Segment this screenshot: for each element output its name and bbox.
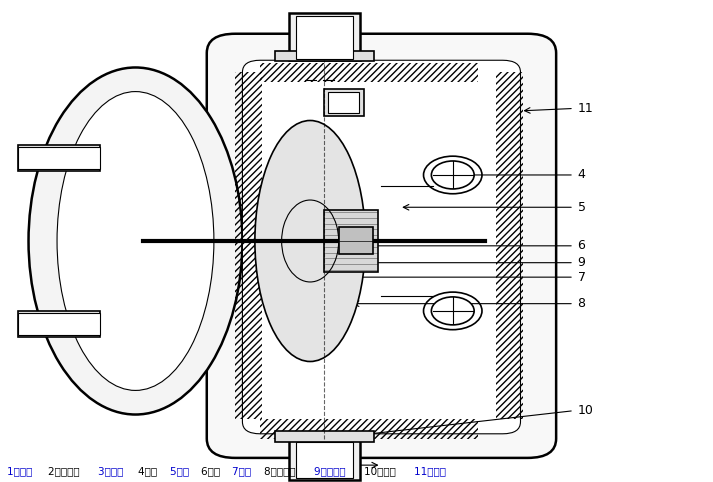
Bar	[289, 13, 360, 60]
Ellipse shape	[431, 161, 474, 189]
Text: 1进气口: 1进气口	[7, 467, 36, 476]
Bar	[289, 439, 360, 480]
Text: 9: 9	[578, 256, 585, 269]
Bar	[260, 419, 478, 439]
Bar	[275, 51, 374, 61]
FancyBboxPatch shape	[207, 34, 556, 458]
Text: 2配气阀体: 2配气阀体	[48, 467, 83, 476]
Text: 4: 4	[578, 169, 585, 181]
Bar	[18, 313, 100, 335]
Text: 10: 10	[578, 404, 593, 417]
Bar	[235, 72, 262, 419]
Text: 9中间支架: 9中间支架	[314, 467, 349, 476]
Text: 8连杆铜套: 8连杆铜套	[264, 467, 299, 476]
Text: 6: 6	[578, 240, 585, 252]
Text: 7: 7	[578, 271, 585, 283]
Bar	[18, 145, 100, 171]
FancyBboxPatch shape	[242, 60, 520, 434]
Text: 5球座: 5球座	[170, 467, 192, 476]
Bar	[296, 16, 353, 59]
Bar	[324, 210, 378, 272]
Ellipse shape	[255, 120, 365, 362]
Ellipse shape	[431, 297, 474, 325]
Bar	[18, 311, 100, 337]
Text: 6隔膜: 6隔膜	[201, 467, 223, 476]
Text: 8: 8	[578, 297, 585, 310]
Text: 4圆球: 4圆球	[138, 467, 160, 476]
Text: 7连杆: 7连杆	[232, 467, 255, 476]
Text: 11排气口: 11排气口	[414, 467, 448, 476]
Ellipse shape	[29, 67, 242, 415]
Text: 10泵进口: 10泵进口	[364, 467, 399, 476]
Bar	[18, 147, 100, 169]
Bar	[339, 227, 373, 254]
Text: 3配气阀: 3配气阀	[98, 467, 126, 476]
Bar	[328, 92, 359, 113]
Bar	[496, 72, 523, 419]
Text: 11: 11	[578, 102, 593, 115]
Bar	[260, 63, 478, 82]
Bar	[275, 431, 374, 442]
Text: 5: 5	[578, 201, 585, 214]
Bar	[296, 442, 353, 478]
Bar	[324, 89, 364, 116]
Ellipse shape	[57, 92, 214, 390]
